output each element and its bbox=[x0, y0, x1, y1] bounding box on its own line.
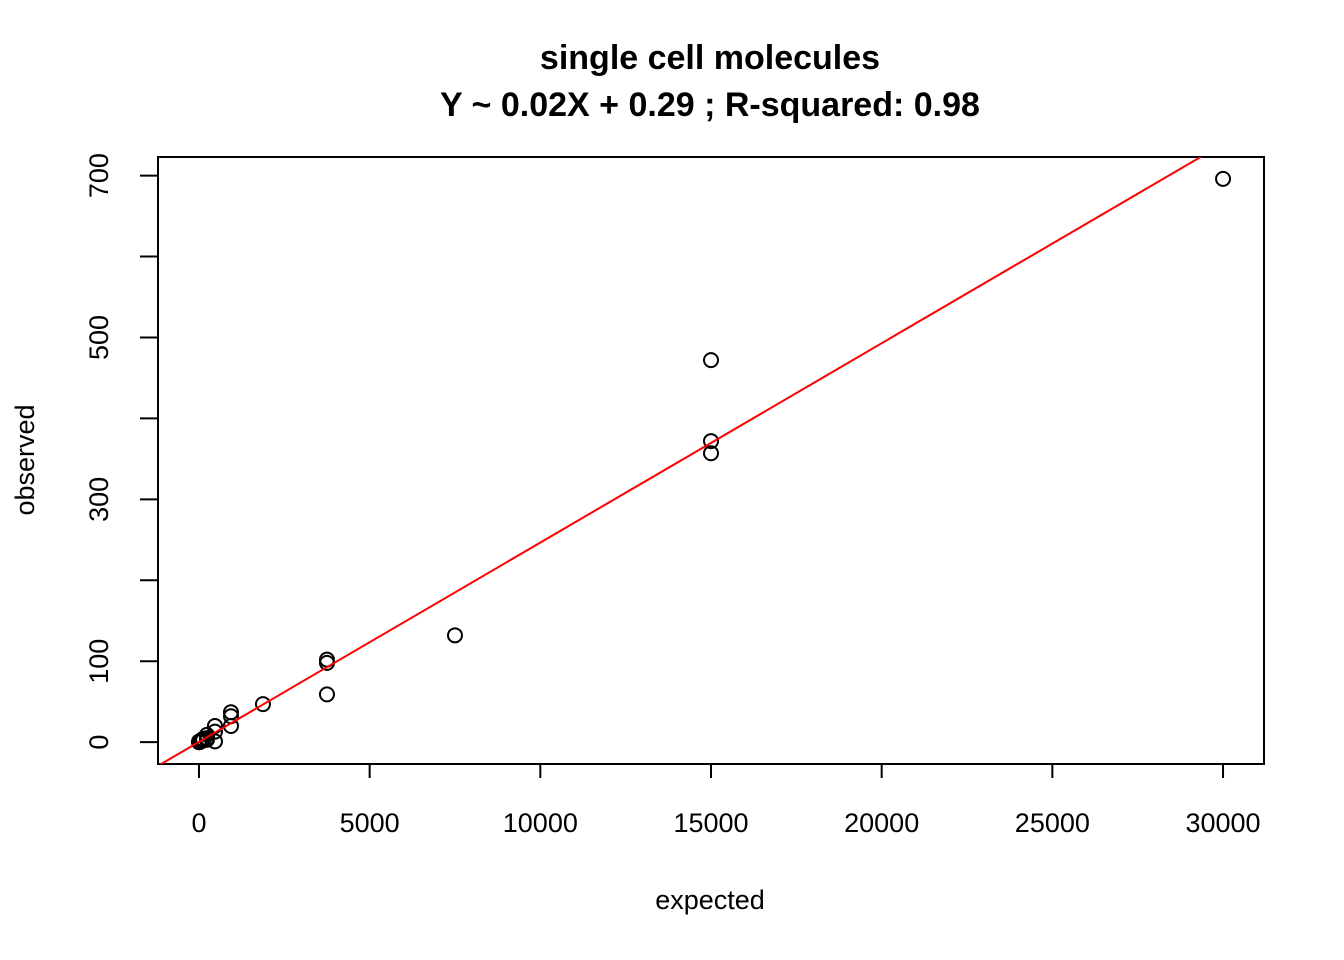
x-tick-label: 15000 bbox=[673, 808, 748, 838]
data-point bbox=[1215, 170, 1232, 187]
data-point bbox=[190, 734, 207, 751]
y-tick-label: 500 bbox=[84, 315, 114, 360]
x-axis: 0 5000 10000 15000 20000 25000 30000 bbox=[191, 763, 1261, 838]
data-point bbox=[446, 627, 463, 644]
y-tick-label: 700 bbox=[84, 153, 114, 198]
fit-line bbox=[159, 157, 1203, 764]
y-tick-label: 300 bbox=[84, 477, 114, 522]
x-axis-title: expected bbox=[655, 885, 765, 915]
x-tick-label: 25000 bbox=[1015, 808, 1090, 838]
data-point bbox=[318, 686, 335, 703]
y-axis: 0 100 300 500 700 bbox=[84, 153, 159, 750]
x-tick-label: 0 bbox=[191, 808, 206, 838]
x-tick-label: 30000 bbox=[1185, 808, 1260, 838]
y-axis-title: observed bbox=[10, 404, 40, 515]
x-tick-label: 20000 bbox=[844, 808, 919, 838]
fit-line-group bbox=[159, 157, 1203, 764]
data-points bbox=[190, 170, 1232, 751]
chart-subtitle: Y ~ 0.02X + 0.29 ; R-squared: 0.98 bbox=[440, 86, 980, 124]
data-point bbox=[703, 352, 719, 369]
data-point bbox=[703, 433, 719, 450]
chart-title: single cell molecules bbox=[540, 39, 880, 77]
data-point bbox=[222, 717, 239, 734]
data-point bbox=[703, 445, 719, 462]
y-tick-label: 0 bbox=[84, 735, 114, 750]
y-tick-label: 100 bbox=[84, 639, 114, 684]
x-tick-label: 10000 bbox=[503, 808, 578, 838]
data-point bbox=[254, 696, 271, 713]
x-tick-label: 5000 bbox=[340, 808, 400, 838]
